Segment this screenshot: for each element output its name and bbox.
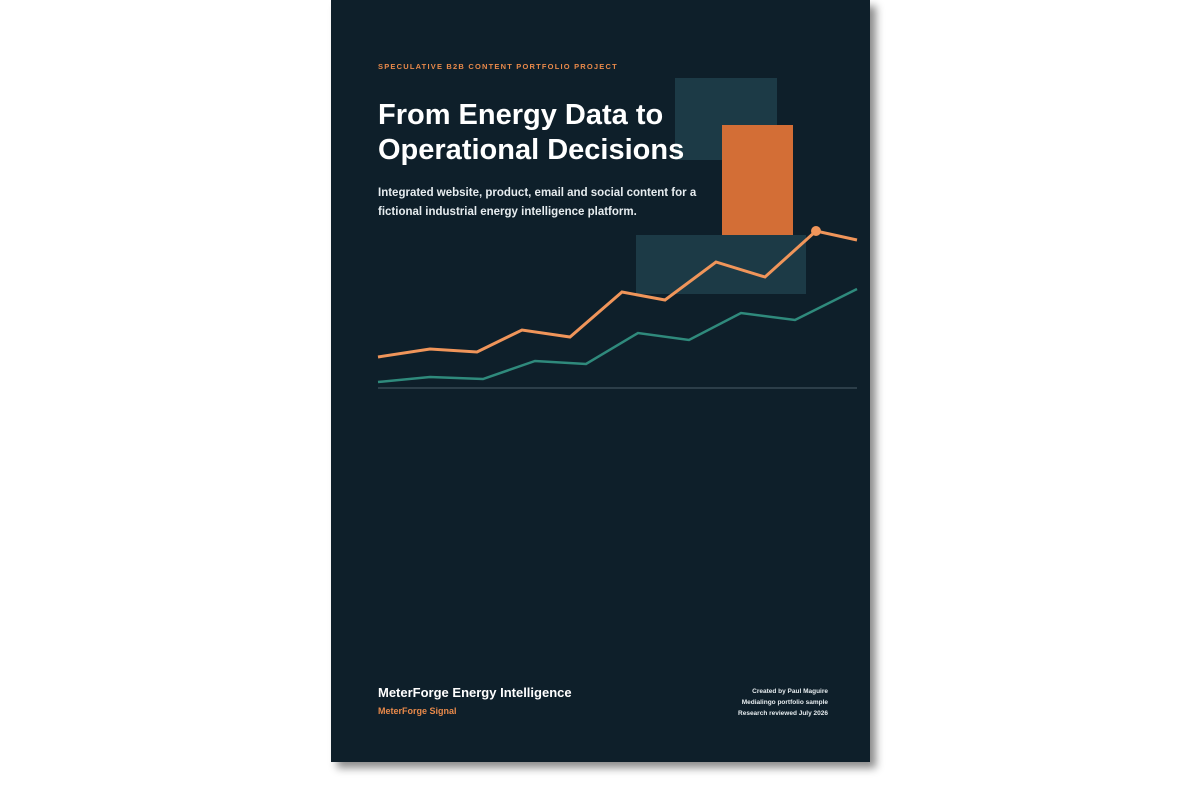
credit-line: Created by Paul Maguire [752,688,828,695]
deco-dot [811,226,821,236]
credit-line: Medialingo portfolio sample [741,699,828,706]
subtitle: Integrated website, product, email and s… [378,184,696,222]
sub-brand: MeterForge Signal [378,706,457,716]
credit-line: Research reviewed July 2026 [738,710,828,717]
subtitle-line: Integrated website, product, email and s… [378,187,697,199]
credits: Created by Paul Maguire Medialingo portf… [738,686,828,719]
deco-line [377,287,858,384]
decorative-graphic [377,78,858,389]
title: From Energy Data to Operational Decision… [378,98,684,168]
cover-page: SPECULATIVE B2B CONTENT PORTFOLIO PROJEC… [331,0,870,762]
subtitle-line: fictional industrial energy intelligence… [378,206,637,218]
deco-bar [722,125,793,235]
title-line: Operational Decisions [378,134,685,166]
title-line: From Energy Data to [378,99,664,131]
eyebrow: SPECULATIVE B2B CONTENT PORTFOLIO PROJEC… [378,62,618,71]
deco-line [377,229,858,359]
brand: MeterForge Energy Intelligence [378,685,572,700]
